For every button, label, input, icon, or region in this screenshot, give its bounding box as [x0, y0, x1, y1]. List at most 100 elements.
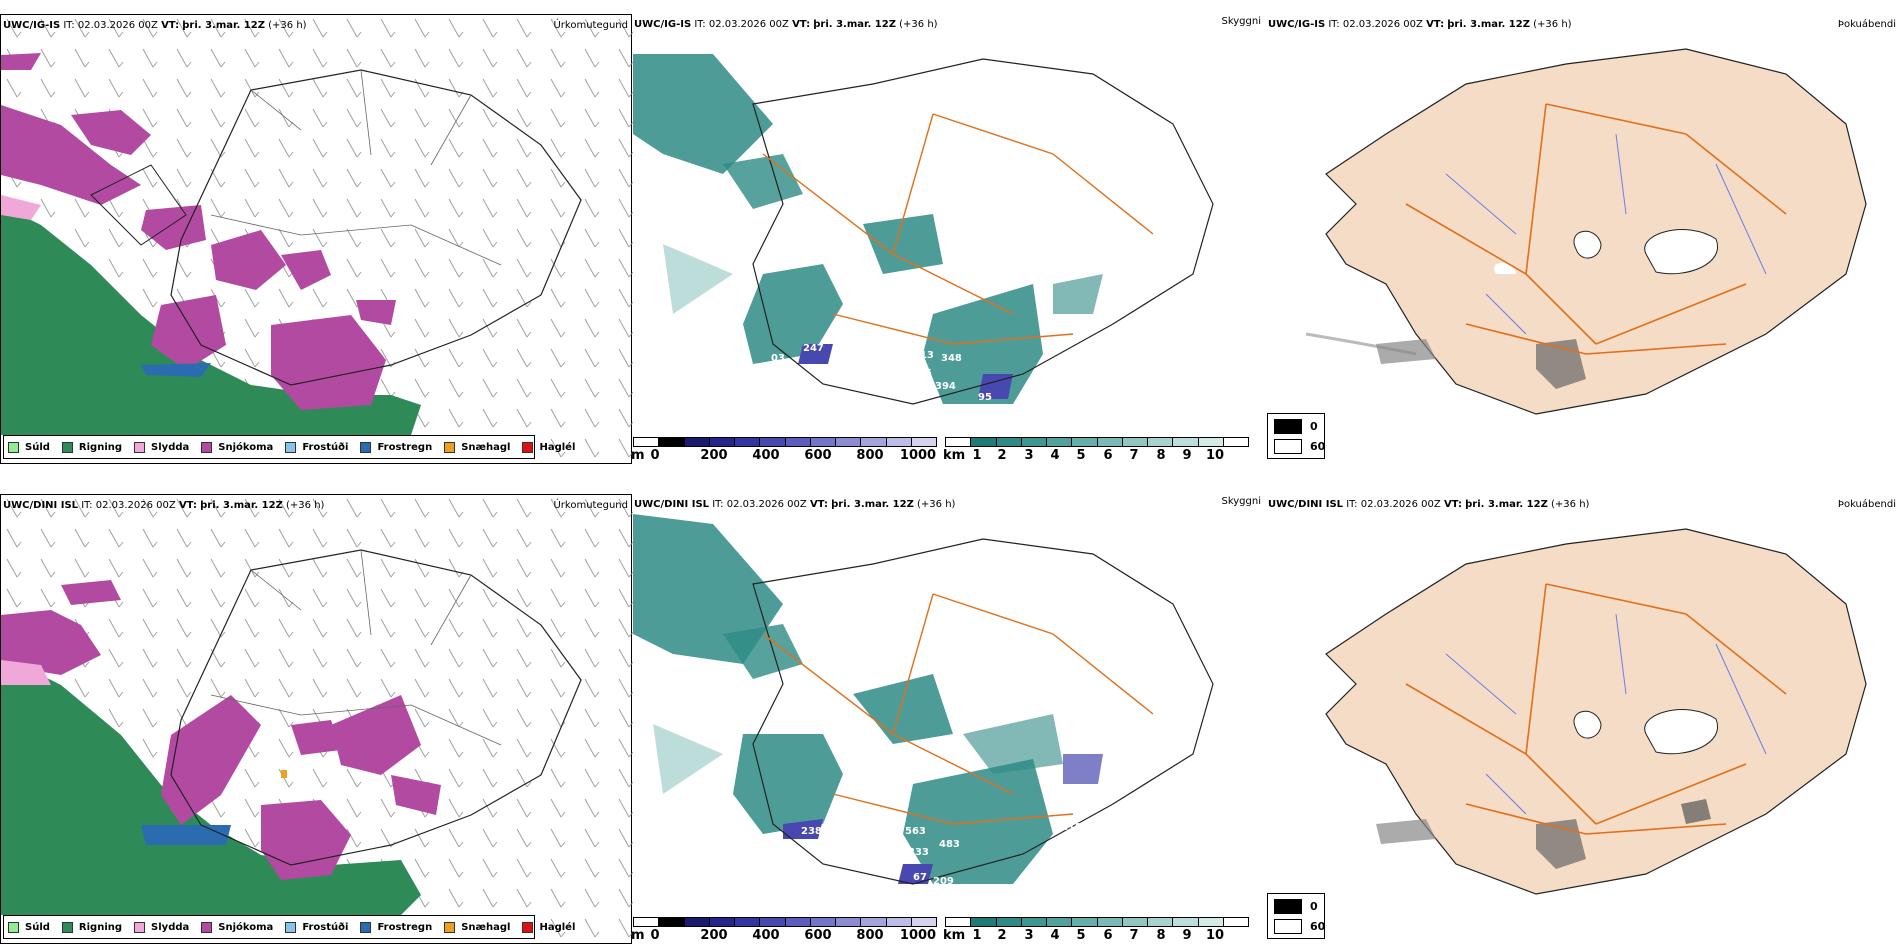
legend-item-frostudi: Frostúði	[285, 441, 348, 453]
ceiling-tick: 200	[700, 928, 728, 943]
ceiling-colorbar: m 0 200 400 600 800 1000	[631, 917, 937, 944]
vis-tick: 9	[1182, 928, 1192, 943]
fog-panel-name: Þokuábendi	[1837, 19, 1896, 30]
vis-tick: 2	[997, 448, 1007, 463]
cb-cell	[971, 438, 997, 446]
cb-cell	[1021, 918, 1047, 926]
legend-item-snjokoma: Snjókoma	[201, 441, 273, 453]
cb-cell	[735, 438, 761, 446]
legend-swatch	[61, 441, 73, 453]
vis-tick: 8	[1156, 928, 1166, 943]
fog-legend-item-0: 0	[1274, 899, 1318, 914]
vis-label-8: 95	[978, 392, 992, 403]
visibility-panel-title: UWC/IG-IS IT: 02.03.2026 00Z VT: þri. 3.…	[634, 19, 938, 30]
legend-swatch	[134, 441, 146, 453]
legend-swatch	[444, 921, 456, 933]
visibility-panel-title: UWC/DINI ISL IT: 02.03.2026 00Z VT: þri.…	[634, 499, 956, 510]
legend-swatch	[360, 921, 372, 933]
visibility-panel-name: Skyggni	[1221, 16, 1261, 27]
cb-cell	[684, 438, 710, 446]
vis-tick: 4	[1050, 448, 1060, 463]
cb-cell	[886, 918, 912, 926]
visibility-unit: km	[943, 928, 966, 943]
cb-cell	[1173, 438, 1199, 446]
cb-cell	[911, 918, 936, 926]
cb-cell	[1047, 918, 1073, 926]
visibility-map-row-1: 613 348 935 394 56 03 247 95 47	[633, 54, 1214, 405]
cb-cell	[1122, 438, 1148, 446]
precip-panel-title: UWC/DINI ISL IT: 02.03.2026 00Z VT: þri.…	[3, 500, 325, 511]
ceiling-tick: 0	[650, 928, 660, 943]
vis-label-3: 333	[908, 847, 929, 858]
cb-cell	[1097, 918, 1123, 926]
legend-item-rigning: Rigning	[61, 921, 122, 933]
vis-label-5: 209	[933, 876, 954, 887]
visibility-colorbar: km 1 2 3 4 5 6 7 8 9 10	[943, 917, 1249, 944]
vis-tick: 3	[1024, 928, 1034, 943]
visibility-colorbar-swatches	[945, 437, 1249, 447]
precip-type-panel-row-1: UWC/IG-IS IT: 02.03.2026 00Z VT: þri. 3.…	[0, 14, 633, 465]
cb-cell	[1148, 918, 1174, 926]
vis-label-6: 238	[801, 826, 822, 837]
ceiling-tick: 0	[650, 448, 660, 463]
fog-legend-row-2: 0 60	[1267, 893, 1325, 939]
vis-label-1: 563	[905, 826, 926, 837]
legend-swatch	[61, 921, 73, 933]
vis-label-4: 67	[913, 872, 927, 883]
fog-panel-row-1: UWC/IG-IS IT: 02.03.2026 00Z VT: þri. 3.…	[1266, 14, 1900, 464]
vis-label-9: 47	[699, 241, 713, 252]
cb-cell	[1047, 438, 1073, 446]
vis-label-8: 37	[703, 730, 717, 741]
legend-item-snjokoma: Snjókoma	[201, 921, 273, 933]
legend-item-frostregn: Frostregn	[360, 921, 432, 933]
vis-tick: 5	[1076, 448, 1086, 463]
ceiling-tick: 600	[804, 448, 832, 463]
cb-cell	[1072, 918, 1098, 926]
legend-swatch	[522, 921, 534, 933]
vis-tick: 2	[997, 928, 1007, 943]
legend-swatch	[134, 921, 146, 933]
vis-tick: 7	[1129, 928, 1139, 943]
vis-label-3: 935	[911, 368, 932, 379]
legend-item-frostudi: Frostúði	[285, 921, 348, 933]
visibility-colorbar: km 1 2 3 4 5 6 7 8 9 10	[943, 437, 1249, 464]
precip-panel-title: UWC/IG-IS IT: 02.03.2026 00Z VT: þri. 3.…	[3, 20, 307, 31]
legend-item-sudd: Súld	[8, 921, 50, 933]
vis-tick: 5	[1076, 928, 1086, 943]
visibility-panel-row-2: 563 483 333 67 209 238 110 37 UWC/DINI I…	[631, 494, 1265, 944]
cb-cell	[911, 438, 936, 446]
vis-tick: 3	[1024, 448, 1034, 463]
visibility-map-row-2: 563 483 333 67 209 238 110 37	[633, 514, 1214, 887]
cb-cell	[1198, 438, 1224, 446]
cb-cell	[971, 918, 997, 926]
fog-swatch	[1274, 419, 1302, 434]
fog-legend-row-1: 0 60	[1267, 413, 1325, 459]
ceiling-tick: 200	[700, 448, 728, 463]
fog-swatch	[1274, 439, 1302, 454]
legend-swatch	[8, 441, 19, 453]
fog-legend-item-60: 60	[1274, 919, 1325, 934]
vis-tick: 9	[1182, 448, 1192, 463]
vis-label-4: 394	[935, 381, 956, 392]
legend-swatch	[8, 921, 19, 933]
cb-cell	[760, 438, 786, 446]
legend-swatch	[522, 441, 534, 453]
cb-cell	[836, 438, 862, 446]
legend-swatch	[285, 441, 297, 453]
precip-legend: Súld Rigning Slydda Snjókoma Frostúði Fr…	[3, 435, 575, 459]
visibility-colorbar-swatches	[945, 917, 1249, 927]
vis-tick: 6	[1103, 928, 1113, 943]
legend-item-haglel: Haglél	[522, 441, 575, 453]
ceiling-tick: 400	[752, 448, 780, 463]
cb-cell	[659, 918, 685, 926]
cb-cell	[810, 918, 836, 926]
precip-type-panel-row-2: UWC/DINI ISL IT: 02.03.2026 00Z VT: þri.…	[0, 494, 633, 945]
precip-panel-name: Úrkomutegund	[553, 20, 628, 31]
ceiling-tick: 1000	[899, 448, 937, 463]
ceiling-unit: m	[631, 928, 645, 943]
fog-swatch	[1274, 919, 1302, 934]
vis-label-7: 247	[803, 343, 824, 354]
vis-tick: 8	[1156, 448, 1166, 463]
vis-tick: 7	[1129, 448, 1139, 463]
legend-item-snaehagl: Snæhagl	[444, 441, 510, 453]
